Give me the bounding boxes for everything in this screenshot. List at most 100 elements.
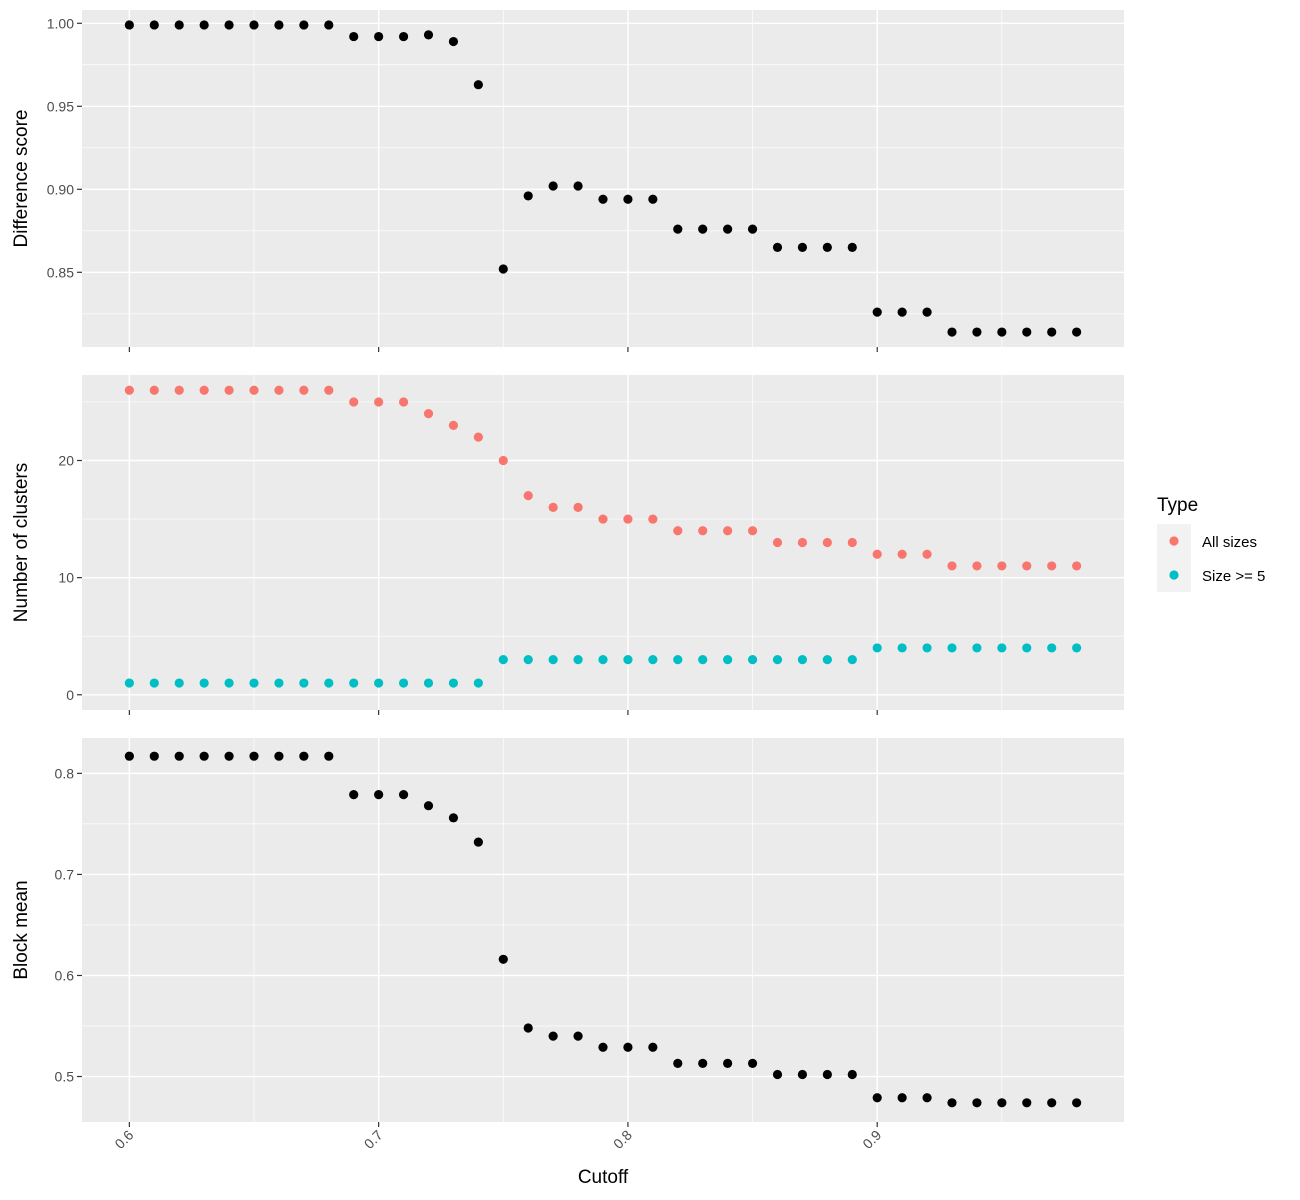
data-point: [1022, 1098, 1032, 1108]
data-point: [349, 678, 359, 688]
data-point: [498, 264, 508, 274]
data-point: [997, 1098, 1007, 1108]
data-point: [822, 242, 832, 252]
data-point: [398, 789, 409, 800]
data-point: [723, 1058, 733, 1068]
data-point: [349, 789, 359, 800]
data-point: [997, 327, 1007, 337]
data-point: [822, 655, 832, 665]
data-point: [723, 655, 733, 665]
data-point: [398, 678, 409, 688]
data-point: [1022, 643, 1032, 653]
data-point: [947, 327, 957, 337]
data-point: [124, 678, 134, 688]
data-point: [698, 655, 708, 665]
data-point: [523, 491, 533, 501]
x-tick-label: 0.8: [610, 1127, 635, 1152]
data-point: [423, 409, 434, 419]
data-point: [1047, 643, 1057, 653]
data-point: [573, 655, 583, 665]
data-point: [523, 1023, 533, 1033]
data-point: [922, 643, 932, 653]
data-point: [972, 643, 982, 653]
data-point: [797, 655, 808, 665]
data-point: [872, 307, 882, 317]
data-point: [872, 549, 882, 559]
panel-background: [82, 10, 1124, 347]
data-point: [772, 1069, 783, 1080]
data-point: [797, 1069, 808, 1080]
data-point: [1072, 327, 1082, 337]
data-point: [548, 181, 558, 191]
data-point: [124, 751, 134, 761]
legend-label: Size >= 5: [1202, 568, 1265, 585]
data-point: [174, 751, 184, 761]
y-tick-label: 0.7: [55, 866, 75, 882]
data-point: [299, 385, 309, 395]
y-tick-label: 0.6: [55, 967, 75, 983]
data-point: [847, 537, 857, 548]
data-point: [922, 549, 932, 559]
y-tick-label: 10: [58, 570, 74, 586]
data-point: [648, 655, 658, 665]
data-point: [174, 678, 184, 688]
data-point: [423, 801, 434, 811]
data-point: [324, 385, 334, 395]
data-point: [1022, 561, 1032, 571]
data-point: [747, 1058, 758, 1068]
data-point: [897, 549, 907, 559]
panel-background: [82, 375, 1124, 710]
data-point: [648, 194, 658, 204]
data-point: [548, 502, 558, 512]
legend-key-point: [1169, 536, 1179, 546]
data-point: [299, 678, 309, 688]
data-point: [224, 678, 234, 688]
data-point: [772, 655, 783, 665]
data-point: [772, 537, 783, 548]
y-axis-title: Number of clusters: [11, 463, 32, 622]
data-point: [274, 751, 284, 761]
data-point: [349, 31, 359, 42]
data-point: [473, 837, 483, 847]
data-point: [698, 526, 708, 536]
data-point: [548, 655, 558, 665]
data-point: [324, 20, 334, 30]
data-point: [448, 36, 459, 47]
data-point: [922, 307, 932, 317]
y-tick-label: 0.8: [55, 765, 75, 781]
y-axis-title: Block mean: [11, 880, 32, 979]
data-point: [872, 1093, 882, 1103]
data-point: [623, 194, 633, 204]
data-point: [249, 20, 259, 30]
y-tick-label: 0: [66, 687, 74, 703]
data-point: [772, 242, 783, 252]
data-point: [698, 224, 708, 234]
panel-difference-score: 0.85 0.90 0.95 1.00 Difference score: [11, 10, 1124, 352]
legend: Type All sizes Size >= 5: [1157, 495, 1265, 592]
data-point: [374, 31, 384, 42]
legend-key-point: [1169, 570, 1179, 580]
y-tick-label: 0.5: [55, 1069, 75, 1085]
data-point: [374, 397, 384, 407]
legend-label: All sizes: [1202, 534, 1257, 551]
data-point: [498, 655, 508, 665]
data-point: [598, 194, 608, 204]
data-point: [548, 1031, 558, 1041]
data-point: [673, 526, 683, 536]
data-point: [299, 751, 309, 761]
x-tick-label: 0.6: [111, 1127, 136, 1152]
data-point: [897, 643, 907, 653]
data-point: [149, 385, 159, 395]
data-point: [249, 751, 259, 761]
data-point: [872, 643, 882, 653]
y-tick-label: 0.95: [47, 98, 74, 114]
x-axis: 0.6 0.7 0.8 0.9 Cutoff: [111, 1127, 884, 1188]
data-point: [473, 678, 483, 688]
data-point: [1047, 561, 1057, 571]
panel-number-of-clusters: 0 10 20 Number of clusters: [11, 375, 1124, 715]
data-point: [947, 1098, 957, 1108]
legend-title: Type: [1157, 495, 1198, 516]
data-point: [473, 80, 483, 90]
data-point: [224, 385, 234, 395]
data-point: [947, 643, 957, 653]
